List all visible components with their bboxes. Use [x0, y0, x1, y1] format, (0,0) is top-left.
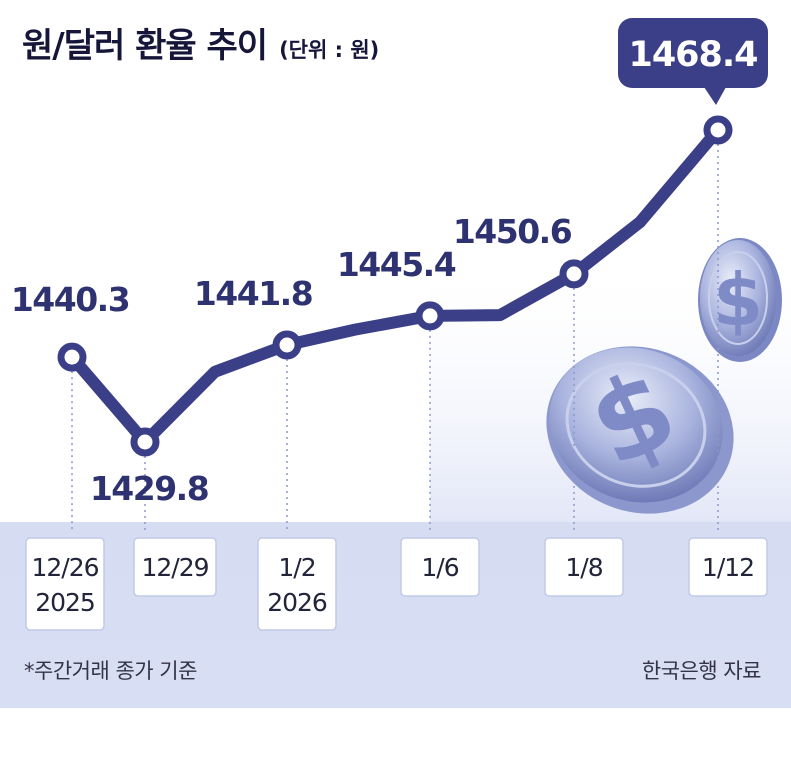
x-tick-box — [133, 537, 217, 597]
x-tick: 1/2 2026 — [257, 537, 337, 631]
data-points — [57, 115, 733, 457]
footnote: *주간거래 종가 기준 — [24, 659, 197, 683]
series-polyline — [66, 124, 724, 448]
highlight-badge-pointer — [704, 87, 726, 105]
x-tick-label: 1/8 — [565, 553, 602, 582]
x-tick-label: 1/2 — [278, 553, 315, 582]
unit-label: (단위 : 원) — [279, 38, 380, 62]
x-tick-box — [688, 537, 768, 597]
x-tick-box — [544, 537, 624, 597]
data-point — [130, 427, 160, 457]
highlight-badge — [618, 18, 768, 88]
guide-lines — [71, 144, 719, 530]
x-tick-box — [25, 537, 105, 631]
x-tick: 1/6 — [400, 537, 480, 597]
data-point — [559, 259, 589, 289]
data-label: 1429.8 — [90, 469, 208, 508]
chart-title: 원/달러 환율 추이 — [22, 26, 268, 66]
x-axis-ticks: 12/26 2025 12/29 1/2 2026 1/6 1/8 1/12 — [25, 537, 768, 631]
svg-text:$: $ — [713, 258, 763, 342]
data-point — [57, 342, 87, 372]
x-tick-label: 2026 — [267, 588, 327, 617]
coin-large-icon: $ — [546, 344, 734, 514]
x-tick-label: 12/29 — [141, 553, 208, 582]
x-tick: 12/29 — [133, 537, 217, 597]
title-block: 원/달러 환율 추이 (단위 : 원) — [22, 18, 379, 67]
x-tick: 1/8 — [544, 537, 624, 597]
x-tick: 1/12 — [688, 537, 768, 597]
data-point — [415, 301, 445, 331]
x-tick-label: 2025 — [35, 588, 95, 617]
x-tick: 12/26 2025 — [25, 537, 105, 631]
series-line — [66, 124, 724, 448]
x-tick-label: 1/12 — [702, 553, 754, 582]
data-point — [272, 330, 302, 360]
x-tick-label: 1/6 — [421, 553, 458, 582]
data-label: 1445.4 — [337, 245, 456, 284]
data-label: 1441.8 — [194, 274, 312, 313]
data-label: 1450.6 — [453, 212, 572, 251]
data-point — [703, 115, 733, 145]
source-label: 한국은행 자료 — [641, 659, 762, 683]
data-label: 1440.3 — [11, 280, 129, 319]
data-label-highlight: 1468.4 — [628, 35, 757, 75]
x-tick-box — [400, 537, 480, 597]
x-tick-box — [257, 537, 337, 631]
coin-small-icon: $ — [698, 238, 782, 362]
axis-band — [0, 522, 791, 708]
x-tick-label: 12/26 — [31, 553, 98, 582]
